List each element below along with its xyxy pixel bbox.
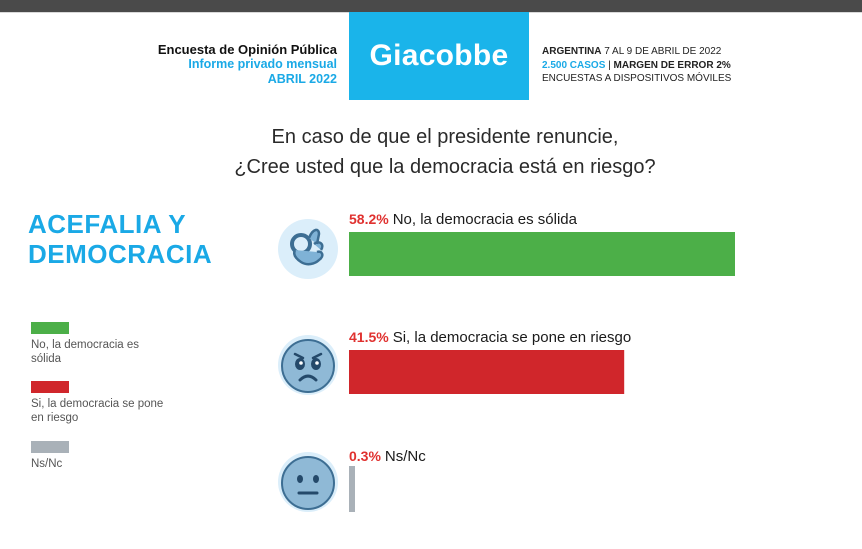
survey-margin: MARGEN DE ERROR 2% [613, 59, 731, 71]
section-title-line2: DEMOCRACIA [28, 239, 213, 269]
legend-item-riesgo: Si, la democracia se pone en riesgo [31, 381, 171, 425]
legend-label-solida: No, la democracia es sólida [31, 339, 140, 365]
section-title-line1: ACEFALIA Y [28, 209, 187, 239]
value-label-2: 0.3% [349, 448, 381, 464]
survey-title: Encuesta de Opinión Pública [157, 42, 337, 57]
survey-subtitle: Informe privado mensual [188, 57, 337, 71]
survey-meta: ARGENTINA 7 AL 9 DE ABRIL DE 2022 2.500 … [542, 45, 731, 86]
survey-meta-line1: ARGENTINA 7 AL 9 DE ABRIL DE 2022 [542, 45, 731, 59]
question-line2: ¿Cree usted que la democracia está en ri… [234, 156, 656, 178]
legend-item-nsnc: Ns/Nc [31, 441, 171, 471]
worried-face-icon [278, 335, 338, 395]
bar-label-0: 58.2% No, la democracia es sólida [349, 211, 577, 228]
section-title: ACEFALIA Y DEMOCRACIA [28, 209, 212, 269]
survey-country: ARGENTINA [542, 46, 602, 57]
legend-swatch-red [31, 381, 69, 393]
survey-meta-line2: 2.500 CASOS | MARGEN DE ERROR 2% [542, 59, 731, 73]
value-label-0: 58.2% [349, 211, 389, 227]
ok-hand-icon [278, 219, 338, 279]
legend-label-nsnc: Ns/Nc [31, 458, 63, 470]
bar-0 [349, 232, 735, 276]
survey-meta-separator: | [605, 59, 614, 71]
bar-1 [349, 350, 625, 394]
category-label-0: No, la democracia es sólida [392, 211, 577, 228]
question-line1: En caso de que el presidente renuncie, [271, 126, 619, 148]
legend-item-solida: No, la democracia es sólida [31, 322, 171, 366]
legend-swatch-gray [31, 441, 69, 453]
value-label-1: 41.5% [349, 329, 389, 345]
survey-date: ABRIL 2022 [267, 72, 337, 86]
bar-2 [349, 466, 355, 512]
survey-period: 7 AL 9 DE ABRIL DE 2022 [601, 46, 722, 57]
top-bar [0, 0, 862, 12]
neutral-face-icon [278, 452, 338, 512]
survey-method: ENCUESTAS A DISPOSITIVOS MÓVILES [542, 73, 732, 84]
brand-name: Giacobbe [369, 39, 509, 72]
bar-label-2: 0.3% Ns/Nc [349, 448, 426, 465]
survey-cases: 2.500 CASOS [542, 59, 606, 71]
legend-label-riesgo: Si, la democracia se pone en riesgo [31, 398, 164, 424]
legend-swatch-green [31, 322, 69, 334]
bar-label-1: 41.5% Si, la democracia se pone en riesgo [349, 329, 631, 346]
category-label-2: Ns/Nc [384, 448, 426, 465]
survey-info: Encuesta de Opinión Pública Informe priv… [158, 42, 337, 87]
brand-logo: Giacobbe [349, 12, 529, 100]
category-label-1: Si, la democracia se pone en riesgo [392, 329, 632, 346]
